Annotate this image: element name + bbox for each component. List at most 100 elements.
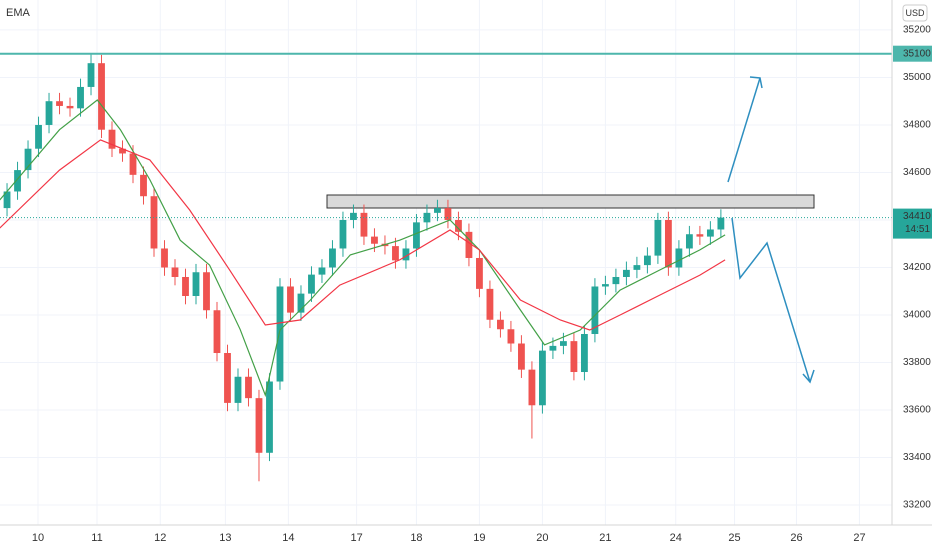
candle-body xyxy=(234,376,242,403)
x-tick-label: 12 xyxy=(154,532,166,544)
projection-arrow-up xyxy=(727,77,761,183)
y-tick-label: 35000 xyxy=(903,72,931,83)
candle-body xyxy=(486,288,494,320)
x-tick-label: 17 xyxy=(350,532,362,544)
x-tick-label: 20 xyxy=(536,532,548,544)
x-tick-label: 18 xyxy=(410,532,422,544)
candle-body xyxy=(287,286,294,313)
candle-body xyxy=(622,269,630,277)
y-tick-label: 34600 xyxy=(903,167,931,178)
candle-body xyxy=(87,63,95,87)
currency: USD xyxy=(905,8,925,18)
x-tick-label: 25 xyxy=(728,532,740,544)
candle-body xyxy=(497,319,504,330)
axes: 3320033400336003380034000342003440034600… xyxy=(32,25,932,544)
candle-body xyxy=(171,267,179,277)
x-tick-label: 13 xyxy=(219,532,231,544)
last-price-label: 34410 xyxy=(903,211,931,222)
candle-body xyxy=(35,124,42,149)
candle-body xyxy=(476,257,483,289)
arrow-head xyxy=(802,369,815,384)
candle-body xyxy=(245,376,252,399)
candle-body xyxy=(507,329,515,344)
candle-body xyxy=(654,219,662,256)
candle-body xyxy=(371,236,378,244)
candle-body xyxy=(434,208,441,213)
y-tick-label: 33400 xyxy=(903,452,931,463)
level-label-box xyxy=(893,45,932,62)
plot xyxy=(0,52,892,482)
x-tick-label: 21 xyxy=(599,532,611,544)
candle-body xyxy=(675,248,683,268)
candle-body xyxy=(539,350,546,406)
candle-body xyxy=(329,248,336,268)
level-label: 35100 xyxy=(903,48,931,59)
candle-body xyxy=(465,231,473,258)
candle-body xyxy=(3,191,11,209)
candle-body xyxy=(696,234,704,237)
candle-body xyxy=(392,246,399,261)
x-tick-label: 19 xyxy=(473,532,485,544)
candle-body xyxy=(402,248,410,261)
last-price-box xyxy=(893,208,932,239)
currency-box[interactable] xyxy=(902,4,928,22)
projection-arrow-down xyxy=(731,217,811,383)
candle-body xyxy=(150,196,158,249)
x-tick-label: 24 xyxy=(670,532,682,544)
candle-body xyxy=(664,219,672,268)
candle-body xyxy=(276,286,284,382)
y-tick-label: 33200 xyxy=(903,500,931,511)
candle-body xyxy=(255,398,263,453)
indicator-label: EMA xyxy=(6,7,31,19)
candle-body xyxy=(581,334,588,373)
grid xyxy=(0,0,892,525)
candle-body xyxy=(224,353,231,403)
candle-body xyxy=(350,212,357,220)
candle-body xyxy=(413,222,420,249)
candle-body xyxy=(140,174,147,197)
candle-body xyxy=(119,148,126,154)
ema-line xyxy=(0,139,726,331)
x-tick-label: 26 xyxy=(790,532,802,544)
candle-body xyxy=(77,86,84,109)
candle-body xyxy=(213,310,221,354)
countdown-label: 14:51 xyxy=(905,224,930,235)
y-tick-label: 33800 xyxy=(903,357,931,368)
y-tick-label: 34200 xyxy=(903,262,931,273)
x-tick-label: 14 xyxy=(282,532,294,544)
candle-body xyxy=(643,255,651,266)
x-tick-label: 10 xyxy=(32,532,44,544)
candle-body xyxy=(266,381,273,453)
arrow-head xyxy=(749,76,763,89)
candle-body xyxy=(108,129,116,149)
candle-body xyxy=(66,105,74,109)
candle-body xyxy=(528,369,536,406)
candle-body xyxy=(56,101,63,106)
y-tick-label: 35200 xyxy=(903,25,931,36)
candle-body xyxy=(685,234,693,249)
y-tick-label: 34800 xyxy=(903,120,931,131)
resistance-zone xyxy=(326,194,815,209)
candle-body xyxy=(717,217,725,230)
candle-body xyxy=(549,345,557,351)
candle-body xyxy=(297,293,305,313)
candle-body xyxy=(161,248,168,268)
y-tick-label: 34000 xyxy=(903,310,931,321)
candle-body xyxy=(633,265,641,270)
candle-body xyxy=(203,272,210,311)
candle-body xyxy=(129,153,137,175)
candle-body xyxy=(601,284,609,287)
y-tick-label: 33600 xyxy=(903,405,931,416)
x-tick-label: 27 xyxy=(853,532,865,544)
ema-line xyxy=(0,99,726,398)
candle-body xyxy=(612,276,620,285)
candle-body xyxy=(182,276,189,296)
candle-body xyxy=(591,286,599,335)
candle-body xyxy=(339,219,347,249)
candle-body xyxy=(455,219,462,232)
candle-body xyxy=(706,229,714,237)
candle-body xyxy=(318,267,326,275)
x-tick-label: 11 xyxy=(91,532,102,544)
candle-body xyxy=(308,274,315,294)
